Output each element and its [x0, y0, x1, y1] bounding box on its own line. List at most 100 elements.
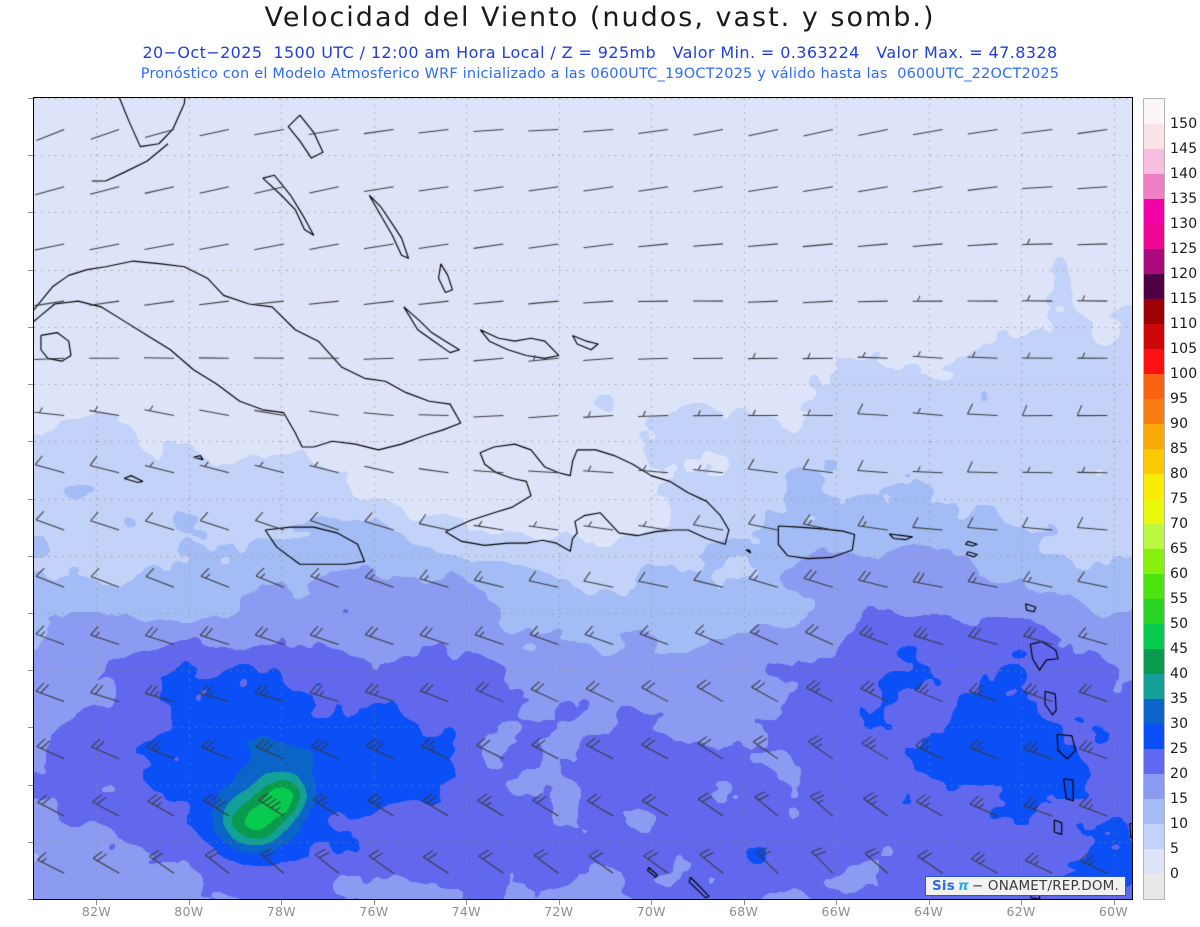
page-title: Velocidad del Viento (nudos, vast. y som… — [264, 2, 936, 33]
colorbar-segment — [1144, 724, 1164, 749]
colorbar-segment — [1144, 824, 1164, 849]
colorbar-segment — [1144, 499, 1164, 524]
colorbar-segment — [1144, 574, 1164, 599]
colorbar-segment — [1144, 149, 1164, 174]
lat-tick — [28, 326, 33, 328]
lat-tick — [28, 155, 33, 157]
colorbar-tick-label: 100 — [1170, 366, 1198, 382]
lat-tick — [28, 212, 33, 214]
colorbar-tick-label: 0 — [1170, 866, 1180, 882]
colorbar-tick-label: 125 — [1170, 241, 1198, 257]
lat-tick — [28, 670, 33, 672]
lat-tick — [28, 441, 33, 443]
colorbar-segment — [1144, 699, 1164, 724]
colorbar-segment — [1144, 799, 1164, 824]
lat-tick — [28, 899, 33, 900]
colorbar-segment — [1144, 399, 1164, 424]
lon-label: 74W — [451, 904, 481, 919]
colorbar-segment — [1144, 649, 1164, 674]
lon-label: 60W — [1098, 904, 1129, 919]
colorbar-tick-label: 5 — [1170, 841, 1180, 857]
provider-logo: Sis π − ONAMET/REP.DOM. — [925, 876, 1127, 896]
lon-label: 68W — [729, 904, 759, 919]
colorbar-tick-label: 145 — [1170, 141, 1198, 157]
colorbar-tick-label: 150 — [1170, 116, 1198, 132]
lon-label: 72W — [544, 904, 574, 919]
chart-header: Velocidad del Viento (nudos, vast. y som… — [0, 0, 1200, 95]
colorbar-segment — [1144, 749, 1164, 774]
colorbar-tick-label: 140 — [1170, 166, 1198, 182]
colorbar-segment — [1144, 849, 1164, 874]
colorbar-segment — [1144, 449, 1164, 474]
colorbar-tick-label: 10 — [1170, 816, 1189, 832]
lon-tick — [651, 900, 653, 905]
colorbar-tick-label: 80 — [1170, 466, 1189, 482]
lon-label: 62W — [1006, 904, 1036, 919]
colorbar-tick-label: 15 — [1170, 791, 1189, 807]
colorbar-tick-label: 110 — [1170, 316, 1198, 332]
lat-tick — [28, 384, 33, 386]
colorbar-tick-label: 70 — [1170, 516, 1189, 532]
colorbar-segment — [1144, 299, 1164, 324]
colorbar-tick-label: 120 — [1170, 266, 1198, 282]
colorbar-tick-label: 45 — [1170, 641, 1189, 657]
colorbar-tick-label: 30 — [1170, 716, 1189, 732]
logo-sis-text: Sis — [932, 878, 955, 894]
lat-tick — [28, 269, 33, 271]
colorbar-segment — [1144, 624, 1164, 649]
logo-org-text: − ONAMET/REP.DOM. — [971, 878, 1120, 894]
colorbar-segment — [1144, 124, 1164, 149]
colorbar-segment — [1144, 349, 1164, 374]
lon-label: 80W — [174, 904, 204, 919]
colorbar-segment — [1144, 324, 1164, 349]
colorbar-tick-label: 130 — [1170, 216, 1198, 232]
lat-tick — [28, 727, 33, 729]
colorbar-tick-label: 25 — [1170, 741, 1189, 757]
colorbar-segment — [1144, 274, 1164, 299]
lat-tick — [28, 98, 33, 99]
colorbar-segment — [1144, 549, 1164, 574]
colorbar-segment — [1144, 474, 1164, 499]
colorbar-tick-label: 105 — [1170, 341, 1198, 357]
colorbar-segment — [1144, 599, 1164, 624]
lon-tick — [96, 900, 98, 905]
lon-label: 70W — [636, 904, 666, 919]
lon-label: 82W — [81, 904, 111, 919]
colorbar-segment — [1144, 374, 1164, 399]
lon-label: 76W — [359, 904, 389, 919]
lon-tick — [281, 900, 283, 905]
colorbar-segment — [1144, 524, 1164, 549]
colorbar-tick-label: 65 — [1170, 541, 1189, 557]
colorbar-tick-label: 85 — [1170, 441, 1189, 457]
colorbar-segment — [1144, 774, 1164, 799]
colorbar-tick-label: 115 — [1170, 291, 1198, 307]
lat-tick — [28, 498, 33, 500]
colorbar-segment — [1144, 674, 1164, 699]
wind-speed-map — [33, 97, 1133, 900]
colorbar-segment — [1144, 424, 1164, 449]
lat-tick — [28, 841, 33, 843]
lon-tick — [188, 900, 190, 905]
lon-tick — [1113, 900, 1115, 905]
colorbar-tick-label: 20 — [1170, 766, 1189, 782]
lat-tick — [28, 555, 33, 557]
colorbar-segment — [1144, 224, 1164, 249]
colorbar-tick-label: 135 — [1170, 191, 1198, 207]
colorbar-tick-label: 60 — [1170, 566, 1189, 582]
colorbar-segment — [1144, 174, 1164, 199]
lon-tick — [836, 900, 838, 905]
chart-subtitle-model-info: Pronóstico con el Modelo Atmosferico WRF… — [140, 66, 1060, 82]
chart-subtitle-valid-time: 20−Oct−2025 1500 UTC / 12:00 am Hora Loc… — [142, 43, 1058, 62]
colorbar-tick-label: 50 — [1170, 616, 1189, 632]
colorbar-tick-label: 75 — [1170, 491, 1189, 507]
map-canvas — [34, 98, 1132, 899]
colorbar — [1143, 98, 1165, 900]
lat-tick — [28, 612, 33, 614]
colorbar-tick-label: 55 — [1170, 591, 1189, 607]
colorbar-segment — [1144, 874, 1164, 899]
lon-tick — [466, 900, 468, 905]
lon-tick — [558, 900, 560, 905]
colorbar-segment — [1144, 249, 1164, 274]
lon-label: 64W — [913, 904, 944, 919]
colorbar-segment — [1144, 99, 1164, 124]
